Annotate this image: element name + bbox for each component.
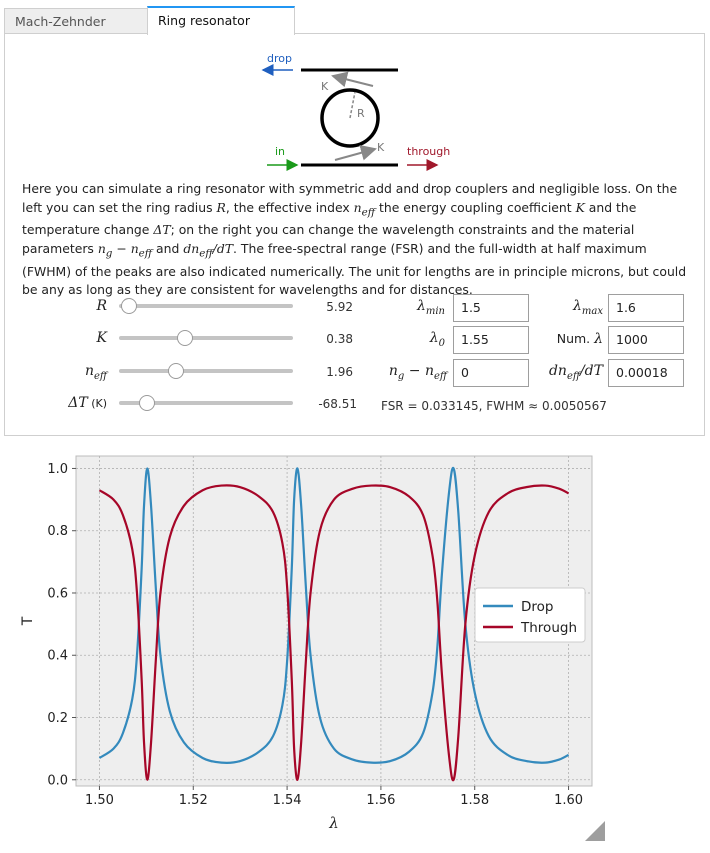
y-tick-label: 0.4 — [47, 649, 68, 664]
neff-slider[interactable] — [119, 369, 293, 373]
r-label: R — [357, 107, 365, 120]
legend-label-drop: Drop — [521, 599, 553, 615]
x-tick-label: 1.56 — [366, 793, 395, 808]
legend-label-through: Through — [520, 620, 577, 636]
temperature-slider-knob[interactable] — [138, 395, 155, 411]
lambda-min-field[interactable]: 1.5 — [453, 294, 529, 322]
transmission-chart: 1.50 1.52 1.54 1.56 1.58 1.60 0.0 0.2 0.4 0.6 0.8 1… — [20, 455, 593, 828]
neff-value: 1.96 — [326, 365, 353, 379]
radius-slider-label: R — [96, 298, 107, 314]
x-axis-label: λ — [328, 814, 339, 828]
coupling-slider-label: K — [96, 330, 107, 346]
dneff-dt-label: dneff/dT — [548, 363, 603, 382]
tab-mach-zehnder[interactable]: Mach-Zehnder — [4, 8, 148, 34]
lambda-0-label: λ0 — [429, 330, 445, 349]
num-lambda-field[interactable]: 1000 — [608, 326, 684, 354]
k-label-bottom: K — [377, 141, 385, 154]
series-line-through — [98, 484, 570, 782]
coupling-arrow-top — [331, 71, 374, 88]
radius-slider-knob[interactable] — [121, 298, 138, 314]
lambda-max-label: λmax — [573, 298, 603, 317]
ng-neff-field[interactable]: 0 — [453, 359, 529, 387]
radius-value: 5.92 — [326, 300, 353, 314]
num-lambda-label: Num. λ — [556, 331, 603, 347]
k-label-top: K — [321, 80, 329, 93]
ring-resonator-panel: drop in through K K R Here you can simul… — [4, 33, 705, 436]
lambda-0-field[interactable]: 1.55 — [453, 326, 529, 354]
y-tick-label: 0.8 — [47, 524, 68, 539]
description-text: Here you can simulate a ring resonator w… — [22, 181, 687, 298]
x-tick-label: 1.50 — [85, 793, 114, 808]
coupling-arrow-bottom — [334, 144, 377, 161]
temperature-value: -68.51 — [318, 397, 357, 411]
x-tick-label: 1.54 — [273, 793, 302, 808]
legend — [474, 587, 586, 643]
ring — [320, 88, 380, 148]
temperature-slider-label: ΔT (K) — [68, 395, 107, 411]
y-tick-label: 0.0 — [47, 773, 68, 788]
through-label: through — [407, 145, 450, 158]
y-tick-label: 1.0 — [47, 462, 68, 477]
y-tick-label: 0.2 — [47, 711, 68, 726]
radius-slider[interactable] — [119, 304, 293, 308]
neff-slider-knob[interactable] — [168, 363, 185, 379]
drop-label: drop — [267, 52, 292, 65]
lambda-min-label: λmin — [417, 298, 445, 317]
radius-line — [349, 91, 356, 119]
tab-ring-resonator[interactable]: Ring resonator — [147, 6, 295, 35]
in-label: in — [275, 145, 285, 158]
x-tick-label: 1.58 — [460, 793, 489, 808]
series-line-drop — [98, 466, 570, 764]
x-tick-label: 1.60 — [554, 793, 583, 808]
y-axis-label: T — [20, 616, 36, 626]
fsr-fwhm-readout: FSR = 0.033145, FWHM ≈ 0.0050567 — [381, 399, 607, 413]
resize-handle[interactable] — [585, 821, 605, 841]
temperature-slider[interactable] — [119, 401, 293, 405]
coupling-slider[interactable] — [119, 336, 293, 340]
dneff-dt-field[interactable]: 0.00018 — [608, 359, 684, 387]
ring-resonator-schematic: drop in through K K R — [261, 52, 450, 171]
neff-slider-label: neff — [84, 363, 107, 382]
y-tick-label: 0.6 — [47, 586, 68, 601]
x-tick-label: 1.52 — [179, 793, 208, 808]
coupling-slider-knob[interactable] — [177, 330, 194, 346]
lambda-max-field[interactable]: 1.6 — [608, 294, 684, 322]
coupling-value: 0.38 — [326, 332, 353, 346]
ng-neff-label: ng − neff — [388, 363, 447, 382]
